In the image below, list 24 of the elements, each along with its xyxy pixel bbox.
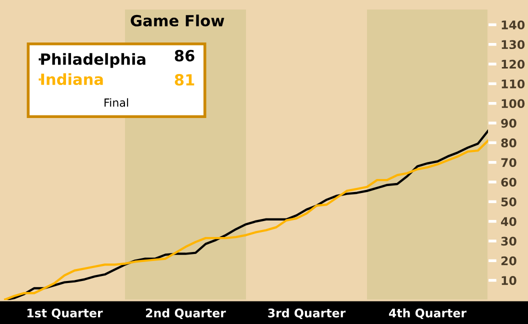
y-tick-label: 30 xyxy=(501,236,516,246)
y-tick-label: 20 xyxy=(501,256,516,266)
x-tick-label: 1st Quarter xyxy=(27,308,103,320)
y-tick-label: 70 xyxy=(501,158,516,168)
legend-label: Philadelphia xyxy=(41,53,146,68)
y-tick-label: 130 xyxy=(502,40,525,50)
x-tick-label: 3rd Quarter xyxy=(268,308,346,320)
y-tick-label: 140 xyxy=(502,20,525,30)
y-tick-label: 120 xyxy=(502,60,525,69)
x-tick-label: 4th Quarter xyxy=(388,308,467,320)
annotation: 86 xyxy=(174,50,194,62)
y-tick-label: 80 xyxy=(501,138,516,148)
x-tick-label: 2nd Quarter xyxy=(146,308,226,320)
y-tick-label: 110 xyxy=(502,79,525,88)
y-tick-label: 50 xyxy=(501,197,516,206)
annotation: Final xyxy=(104,98,128,107)
y-tick-label: 90 xyxy=(501,118,516,128)
chart-title: Game Flow xyxy=(130,14,224,26)
y-tick-label: 100 xyxy=(502,99,525,108)
y-tick-label: 60 xyxy=(501,178,516,187)
legend-label: Indiana xyxy=(41,73,103,86)
y-tick-label: 10 xyxy=(502,276,516,285)
y-tick-label: 40 xyxy=(501,217,516,226)
annotation: 81 xyxy=(174,74,194,86)
